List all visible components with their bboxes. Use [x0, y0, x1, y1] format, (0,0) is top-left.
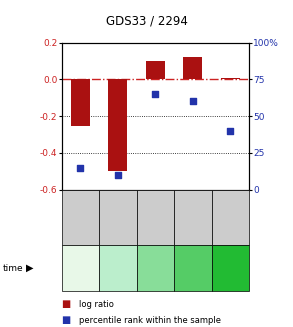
Text: log ratio: log ratio: [79, 300, 114, 309]
Text: 45
minute: 45 minute: [179, 258, 206, 278]
Text: GSM916: GSM916: [226, 201, 235, 233]
Text: GSM914: GSM914: [151, 201, 160, 233]
Text: GSM908: GSM908: [76, 201, 85, 233]
Bar: [108, 79, 127, 171]
Point: [190, 99, 195, 104]
Text: ■: ■: [62, 316, 71, 325]
Text: GDS33 / 2294: GDS33 / 2294: [105, 15, 188, 28]
Point: [115, 172, 120, 178]
Text: 60
minute: 60 minute: [217, 258, 244, 278]
Text: 5 minute: 5 minute: [63, 264, 98, 273]
Text: 30
minute: 30 minute: [142, 258, 169, 278]
Point: [228, 128, 233, 133]
Text: 15
minute: 15 minute: [104, 258, 131, 278]
Text: ■: ■: [62, 299, 71, 309]
Text: ▶: ▶: [25, 263, 33, 273]
Text: GSM915: GSM915: [188, 201, 197, 233]
Point: [78, 165, 83, 170]
Bar: [71, 79, 90, 126]
Text: percentile rank within the sample: percentile rank within the sample: [79, 316, 221, 325]
Bar: [183, 57, 202, 79]
Bar: [146, 61, 165, 79]
Text: time: time: [3, 264, 23, 273]
Point: [153, 91, 158, 97]
Bar: [221, 78, 240, 79]
Text: GSM913: GSM913: [113, 201, 122, 233]
